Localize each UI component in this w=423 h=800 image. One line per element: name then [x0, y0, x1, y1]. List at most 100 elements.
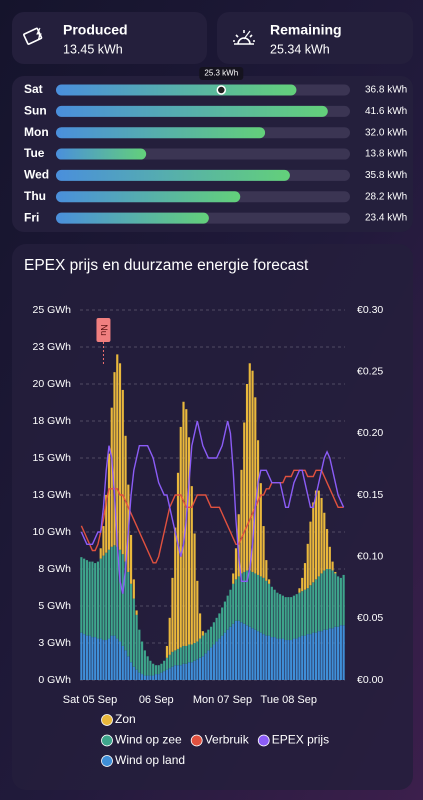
bar-segment: [129, 534, 133, 584]
legend-label[interactable]: Verbruik: [205, 733, 250, 747]
bar-segment: [116, 354, 119, 547]
bar-segment: [339, 577, 342, 626]
bar: [56, 191, 241, 203]
day-label: Sun: [24, 104, 47, 118]
bar-segment: [256, 440, 260, 575]
bar-segment: [85, 635, 88, 680]
remaining-card[interactable]: [217, 12, 413, 64]
bar-segment: [314, 632, 318, 680]
line: [80, 420, 345, 594]
bar-segment: [245, 384, 249, 571]
bar-segment: [323, 512, 326, 571]
bar-segment: [323, 629, 326, 680]
legend-swatch[interactable]: [190, 734, 203, 747]
bar-segment: [254, 573, 257, 630]
bar-segment: [306, 634, 309, 680]
bar-segment: [265, 560, 268, 581]
bar-segment: [102, 555, 105, 641]
bar: [56, 169, 290, 181]
bar-segment: [342, 625, 345, 680]
bar-segment: [221, 607, 224, 636]
remaining-icon: [233, 30, 255, 45]
bar-segment: [312, 582, 315, 633]
bar-segment: [99, 638, 102, 680]
bar-segment: [154, 665, 157, 675]
bar-segment: [301, 577, 304, 592]
bar-segment: [149, 675, 152, 680]
bar-segment: [309, 521, 312, 586]
legend-swatch[interactable]: [101, 755, 113, 767]
bar-segment: [182, 663, 185, 680]
bar-segment: [317, 631, 320, 680]
bar-segment: [105, 640, 108, 680]
bar-segment: [107, 453, 111, 550]
value-label: 32.0 kWh: [365, 127, 407, 138]
bar-segment: [337, 576, 340, 627]
bar-segment: [171, 577, 174, 652]
bar-segment: [245, 570, 249, 626]
bar-segment: [83, 634, 86, 680]
annotation-box: [96, 318, 111, 342]
y-tick-label: 0 GWh: [38, 674, 71, 686]
bar-segment: [237, 514, 240, 577]
produced-icon: [23, 27, 43, 45]
bar-segment: [290, 597, 293, 641]
bar-segment: [179, 647, 182, 666]
bar-segment: [234, 548, 238, 580]
bar-segment: [229, 626, 232, 680]
legend-swatch[interactable]: [101, 714, 113, 726]
bar-segment: [121, 554, 124, 646]
bar-segment: [204, 632, 207, 654]
bar-segment: [248, 363, 251, 571]
bar-segment: [334, 626, 337, 680]
bar-segment: [171, 666, 174, 680]
bar-segment: [113, 545, 116, 636]
bar-segment: [110, 635, 113, 680]
bar-segment: [124, 435, 127, 562]
bar-segment: [168, 654, 171, 669]
bar-segment: [298, 588, 301, 593]
bar-segment: [339, 625, 342, 680]
value-label: 28.2 kWh: [365, 191, 407, 202]
legend-label[interactable]: Wind op land: [115, 753, 185, 767]
bar-segment: [113, 372, 116, 546]
chart-title: EPEX prijs en duurzame energie forecast: [24, 257, 309, 274]
bar-segment: [251, 370, 254, 572]
value-label: 35.8 kWh: [365, 170, 407, 181]
bar-segment: [135, 614, 138, 670]
legend-label[interactable]: Zon: [115, 712, 136, 726]
y-tick-label: 3 GWh: [38, 637, 71, 649]
bar-segment: [265, 635, 268, 680]
bar-segment: [171, 651, 174, 667]
bar-segment: [312, 632, 315, 680]
bar-segment: [334, 571, 337, 574]
bar-segment: [94, 563, 97, 638]
bar-segment: [196, 641, 199, 660]
bar-segment: [116, 638, 119, 680]
tooltip-box: [199, 67, 244, 80]
legend-swatch[interactable]: [257, 734, 270, 747]
produced-card[interactable]: [12, 12, 207, 64]
bar-segment: [223, 601, 226, 633]
bar-segment: [259, 483, 262, 577]
bar-segment: [193, 660, 196, 680]
y-tick-label: 8 GWh: [38, 563, 71, 575]
bar-segment: [273, 637, 276, 680]
bar-segment: [138, 629, 141, 673]
y-tick-label: 23 GWh: [32, 341, 71, 353]
bar-segment: [165, 669, 169, 680]
bar-segment: [279, 638, 282, 680]
bar-segment: [237, 620, 240, 680]
legend-label[interactable]: Wind op zee: [115, 733, 182, 747]
bar-segment: [199, 657, 202, 680]
legend-swatch[interactable]: [101, 734, 113, 747]
bar-segment: [138, 672, 141, 680]
bar-segment: [268, 583, 271, 636]
legend-label[interactable]: EPEX prijs: [272, 733, 329, 747]
bar-segment: [215, 617, 218, 642]
bar-segment: [201, 631, 204, 636]
bar-segment: [306, 543, 309, 589]
bar-segment: [331, 561, 334, 571]
bar-segment: [99, 558, 102, 639]
y2-tick-label: €0.00: [357, 674, 383, 686]
